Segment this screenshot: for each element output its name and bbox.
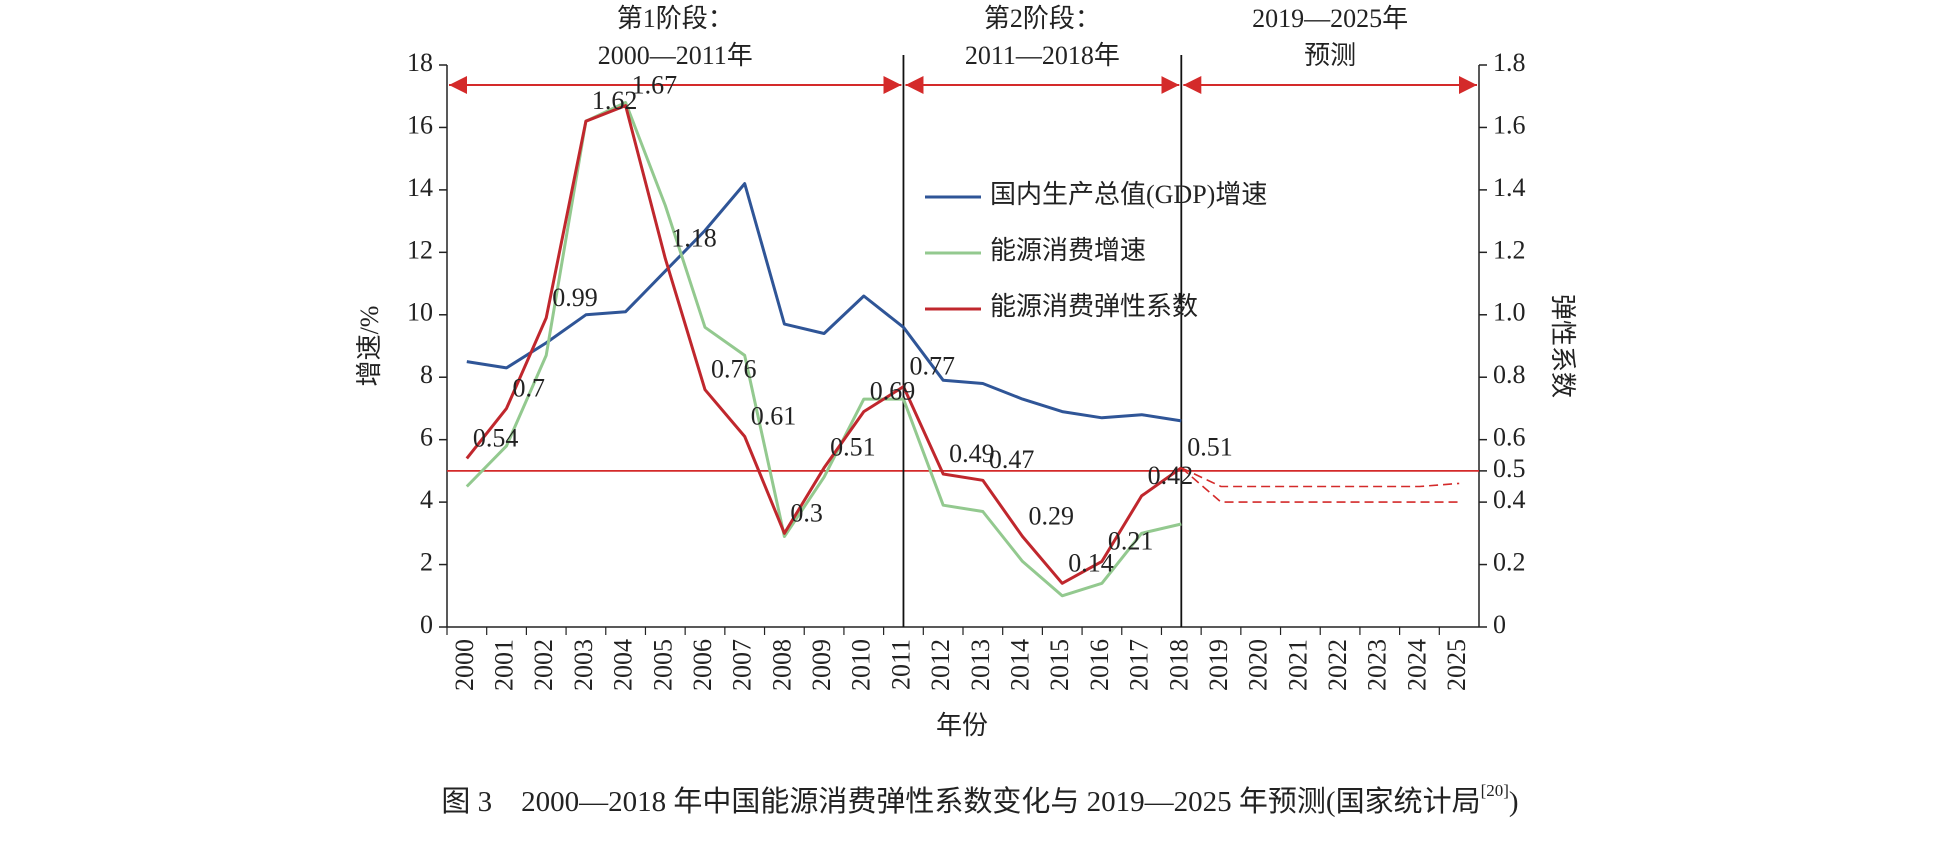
data-label: 0.42 xyxy=(1148,461,1194,490)
x-tick-label: 2000 xyxy=(450,639,479,691)
legend-label: 国内生产总值(GDP)增速 xyxy=(990,180,1267,209)
y2-tick-label: 0.2 xyxy=(1493,548,1526,577)
y-axis-label: 增速/% xyxy=(355,306,384,387)
y-tick-label: 14 xyxy=(407,173,433,202)
title-text: 图 3 2000—2018 年中国能源消费弹性系数变化与 2019—2025 年… xyxy=(441,785,1480,818)
data-label: 0.77 xyxy=(909,352,955,381)
x-tick-label: 2023 xyxy=(1363,639,1392,691)
data-label: 0.51 xyxy=(1187,433,1233,462)
x-tick-label: 2012 xyxy=(926,639,955,691)
data-label: 0.54 xyxy=(473,423,519,452)
series-line xyxy=(466,182,1182,423)
x-tick-label: 2009 xyxy=(807,639,836,691)
data-label: 0.61 xyxy=(751,402,797,431)
x-tick-label: 2018 xyxy=(1164,639,1193,691)
x-tick-label: 2013 xyxy=(966,639,995,691)
x-tick-label: 2007 xyxy=(728,639,757,691)
phase-label: 2019—2025年 xyxy=(1252,4,1408,33)
y2-tick-label: 1.6 xyxy=(1493,110,1526,139)
y2-tick-label: 1.4 xyxy=(1493,173,1526,202)
x-tick-label: 2004 xyxy=(609,639,638,691)
series-line xyxy=(1180,467,1460,503)
legend-label: 能源消费弹性系数 xyxy=(990,292,1198,321)
data-label: 0.14 xyxy=(1068,548,1114,577)
data-label: 0.51 xyxy=(830,433,876,462)
y-tick-label: 12 xyxy=(407,235,433,264)
y2-tick-label: 1.2 xyxy=(1493,235,1526,264)
data-label: 0.21 xyxy=(1108,526,1154,555)
y-tick-label: 10 xyxy=(407,298,433,327)
data-label: 0.7 xyxy=(513,373,546,402)
title-ref: [20] xyxy=(1481,781,1509,800)
x-tick-label: 2010 xyxy=(847,639,876,691)
data-label: 0.29 xyxy=(1029,501,1075,530)
x-tick-label: 2019 xyxy=(1204,639,1233,691)
x-tick-label: 2006 xyxy=(688,639,717,691)
data-label: 0.69 xyxy=(870,377,916,406)
x-tick-label: 2016 xyxy=(1085,639,1114,691)
data-label: 1.67 xyxy=(632,71,678,100)
y-tick-label: 6 xyxy=(420,423,433,452)
x-tick-label: 2024 xyxy=(1402,639,1431,691)
y-tick-label: 18 xyxy=(407,48,433,77)
x-tick-label: 2003 xyxy=(569,639,598,691)
x-tick-label: 2011 xyxy=(886,639,915,690)
y-tick-label: 2 xyxy=(420,548,433,577)
x-tick-label: 2015 xyxy=(1045,639,1074,691)
x-axis-label: 年份 xyxy=(936,711,988,740)
phase-label: 2011—2018年 xyxy=(965,41,1120,70)
x-tick-label: 2005 xyxy=(648,639,677,691)
phase-label: 第1阶段： xyxy=(617,4,734,33)
x-tick-label: 2021 xyxy=(1283,639,1312,691)
y-tick-label: 16 xyxy=(407,110,433,139)
x-tick-label: 2001 xyxy=(490,639,519,691)
y-tick-label: 0 xyxy=(420,610,433,639)
y2-tick-label: 0.4 xyxy=(1493,485,1526,514)
x-tick-label: 2014 xyxy=(1006,639,1035,691)
y2-tick-label: 0.6 xyxy=(1493,423,1526,452)
series-line xyxy=(1180,467,1460,488)
y-tick-label: 8 xyxy=(420,360,433,389)
y-tick-label: 4 xyxy=(420,485,433,514)
phase-label: 预测 xyxy=(1304,41,1356,70)
data-label: 0.49 xyxy=(949,439,995,468)
data-label: 0.3 xyxy=(790,498,823,527)
legend-label: 能源消费增速 xyxy=(990,236,1146,265)
x-tick-label: 2002 xyxy=(529,639,558,691)
x-tick-label: 2017 xyxy=(1125,639,1154,691)
data-label: 0.99 xyxy=(552,283,598,312)
data-label: 1.18 xyxy=(671,224,717,253)
y2-tick-label: 1.8 xyxy=(1493,48,1526,77)
y2-tick-label: 0 xyxy=(1493,610,1506,639)
series-line xyxy=(465,104,1183,585)
phase-label: 第2阶段： xyxy=(984,4,1101,33)
x-tick-label: 2022 xyxy=(1323,639,1352,691)
title-end: ) xyxy=(1509,786,1519,818)
x-tick-label: 2020 xyxy=(1244,639,1273,691)
data-label: 0.76 xyxy=(711,355,757,384)
phase-label: 2000—2011年 xyxy=(598,41,753,70)
y2-tick-label: 1.0 xyxy=(1493,298,1526,327)
y2-tick-label: 0.8 xyxy=(1493,360,1526,389)
x-tick-label: 2025 xyxy=(1442,639,1471,691)
data-label: 0.47 xyxy=(989,445,1035,474)
y2-axis-label: 弹性系数 xyxy=(1548,294,1577,398)
data-label: 1.62 xyxy=(592,86,638,115)
chart-title: 图 3 2000—2018 年中国能源消费弹性系数变化与 2019—2025 年… xyxy=(441,781,1518,818)
x-tick-label: 2008 xyxy=(767,639,796,691)
y2-tick-label: 0.5 xyxy=(1493,454,1526,483)
